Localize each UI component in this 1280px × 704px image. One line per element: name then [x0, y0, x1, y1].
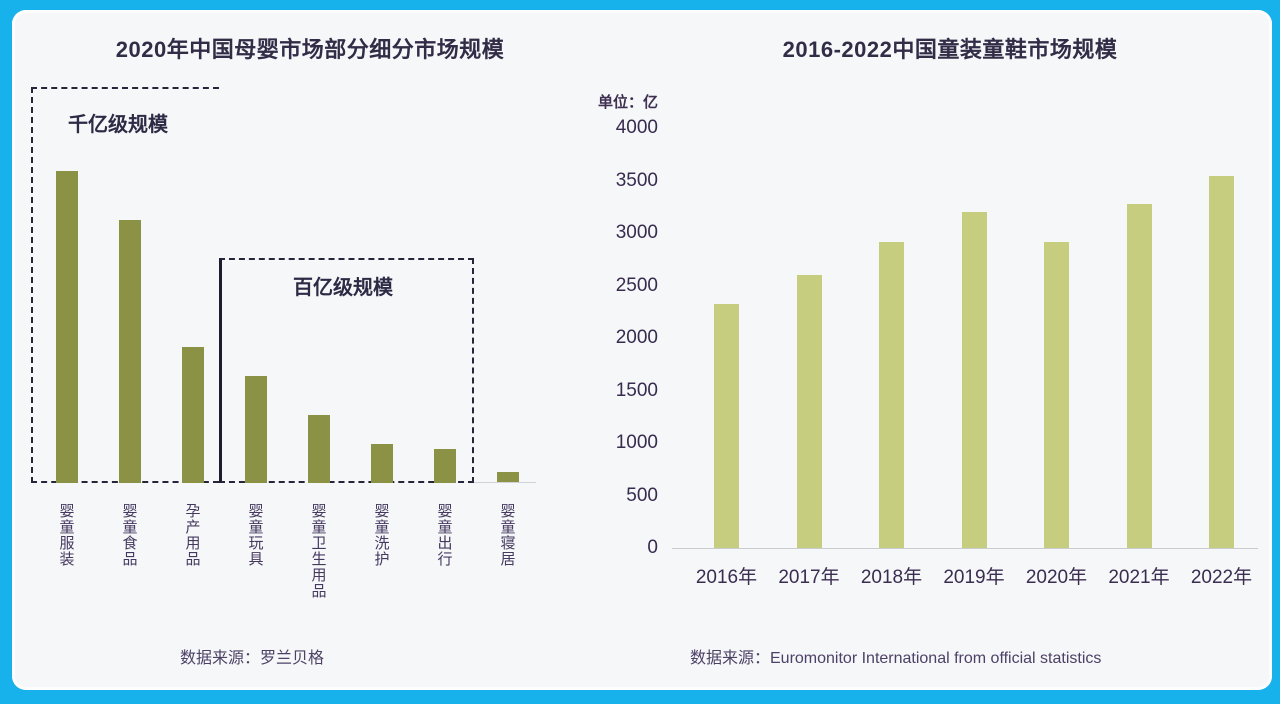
x-label-2016年: 2016年	[695, 567, 758, 588]
left-chart-title: 2020年中国母婴市场部分细分市场规模	[115, 37, 505, 62]
right-bar-2020年	[1044, 242, 1069, 548]
y-tick-500: 500	[626, 484, 658, 506]
right-bar-2021年	[1126, 204, 1152, 548]
left-category-label: 婴童洗护	[372, 503, 390, 567]
left-bar-婴童出行	[433, 449, 456, 483]
left-category-label: 婴童出行	[435, 503, 453, 567]
right-bar-2022年	[1209, 176, 1234, 548]
left-bar-孕产用品	[181, 347, 204, 483]
right-bar-2019年	[961, 212, 987, 548]
y-tick-3500: 3500	[615, 169, 658, 191]
left-bar-婴童洗护	[370, 444, 393, 483]
left-category-label: 婴童服装	[57, 503, 75, 567]
y-tick-1500: 1500	[615, 379, 658, 401]
right-chart-title: 2016-2022中国童装童鞋市场规模	[782, 37, 1118, 62]
tier2-label: 百亿级规模	[293, 277, 393, 299]
x-label-2021年: 2021年	[1108, 567, 1170, 588]
x-label-2020年: 2020年	[1025, 567, 1088, 588]
y-tick-3000: 3000	[615, 222, 658, 243]
y-tick-2000: 2000	[615, 327, 658, 348]
left-category-label: 婴童寝居	[498, 503, 516, 567]
x-label-2017年: 2017年	[778, 567, 840, 588]
y-tick-1000: 1000	[615, 432, 658, 453]
left-category-label: 婴童食品	[120, 503, 138, 567]
y-tick-2500: 2500	[615, 274, 658, 296]
right-bar-2016年	[714, 304, 739, 548]
x-label-2019年: 2019年	[943, 567, 1005, 588]
y-tick-4000: 4000	[615, 117, 658, 138]
left-category-label: 婴童卫生用品	[309, 503, 327, 599]
left-category-label: 孕产用品	[183, 503, 201, 567]
left-bar-婴童食品	[118, 220, 141, 483]
y-axis-unit-label: 单位：亿	[598, 94, 659, 111]
x-label-2018年: 2018年	[860, 567, 923, 588]
left-category-label: 婴童玩具	[246, 503, 264, 567]
right-bar-2017年	[796, 275, 822, 548]
left-baseline-extension	[474, 482, 536, 483]
x-axis-line	[672, 548, 1258, 549]
y-tick-0: 0	[647, 537, 658, 558]
right-bar-2018年	[879, 242, 904, 548]
tier1-label: 千亿级规模	[68, 114, 168, 136]
tier-box-hundred-scale	[219, 258, 474, 483]
left-source-note: 数据来源：罗兰贝格	[180, 650, 325, 667]
x-label-2022年: 2022年	[1190, 567, 1253, 588]
right-source-note: 数据来源：Euromonitor International from offi…	[690, 650, 1102, 667]
left-bar-婴童寝居	[496, 472, 519, 483]
left-bar-婴童服装	[55, 171, 78, 483]
left-bar-婴童玩具	[244, 376, 267, 483]
left-bar-婴童卫生用品	[307, 415, 330, 483]
